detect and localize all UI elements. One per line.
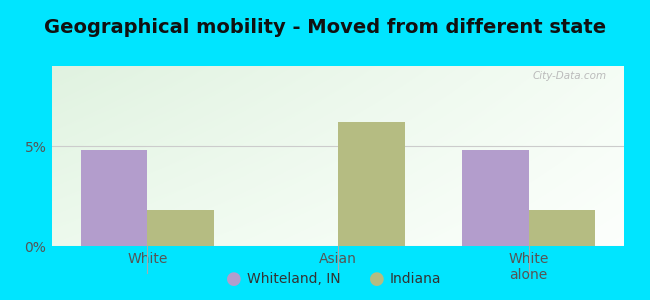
Text: Indiana: Indiana — [390, 272, 441, 286]
Text: ●: ● — [226, 270, 242, 288]
Bar — [81, 150, 148, 246]
Bar — [528, 210, 595, 246]
Text: Whiteland, IN: Whiteland, IN — [247, 272, 341, 286]
Text: City-Data.com: City-Data.com — [533, 71, 607, 81]
Bar — [148, 210, 214, 246]
Text: Geographical mobility - Moved from different state: Geographical mobility - Moved from diffe… — [44, 18, 606, 37]
Bar — [462, 150, 528, 246]
Bar — [338, 122, 405, 246]
Text: ●: ● — [369, 270, 385, 288]
